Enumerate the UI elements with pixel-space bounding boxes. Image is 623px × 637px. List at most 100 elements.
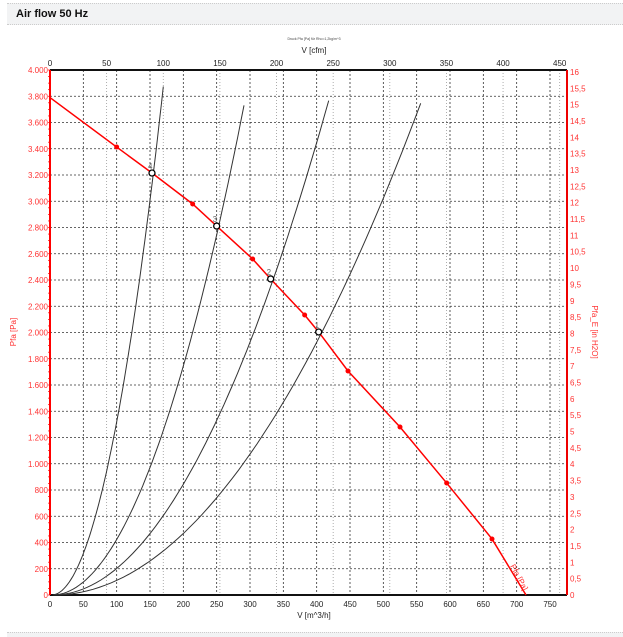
fan-curve-marker xyxy=(114,144,120,150)
x-tick-label: 650 xyxy=(477,600,491,609)
y2-tick-label: 6,5 xyxy=(570,378,582,387)
y2-tick-label: 7,5 xyxy=(570,346,582,355)
fan-curve-marker xyxy=(444,480,450,486)
x2-tick-label: 0 xyxy=(48,59,53,68)
operating-point-label: 4 xyxy=(148,162,153,171)
fan-curve-marker xyxy=(397,424,403,430)
y2-tick-label: 3 xyxy=(570,493,575,502)
operating-point-2 xyxy=(267,275,275,283)
y2-tick-label: 3,5 xyxy=(570,477,582,486)
x-tick-label: 350 xyxy=(277,600,291,609)
x2-tick-label: 150 xyxy=(213,59,227,68)
x-tick-label: 750 xyxy=(543,600,557,609)
y-tick-label: 400 xyxy=(35,539,49,548)
y2-tick-label: 15 xyxy=(570,101,579,110)
y2-tick-label: 9 xyxy=(570,297,575,306)
x2-tick-label: 300 xyxy=(383,59,397,68)
y2-tick-label: 0 xyxy=(570,591,575,600)
fan-curve xyxy=(49,96,527,596)
y-tick-label: 3.600 xyxy=(28,119,49,128)
y-axis-label: Pfa [Pa] xyxy=(9,318,18,346)
y-tick-label: 3.000 xyxy=(28,197,49,206)
x-axis-label: V [m^3/h] xyxy=(297,611,331,620)
section-header: Air flow 50 Hz xyxy=(7,3,623,25)
fan-curve-marker xyxy=(190,201,196,207)
y-tick-label: 1.400 xyxy=(28,407,49,416)
y-tick-label: 800 xyxy=(35,486,49,495)
fan-curve-marker xyxy=(489,536,495,542)
y-tick-label: 600 xyxy=(35,512,49,521)
y2-tick-label: 11,5 xyxy=(570,215,586,224)
x-tick-label: 450 xyxy=(343,600,357,609)
y-tick-label: 1.800 xyxy=(28,355,49,364)
y-tick-label: 2.200 xyxy=(28,302,49,311)
operating-point-label: 3 xyxy=(213,215,218,224)
y2-tick-label: 1 xyxy=(570,558,575,567)
y2-tick-label: 4 xyxy=(570,460,575,469)
section-title: Air flow 50 Hz xyxy=(16,8,89,20)
y2-tick-label: 8 xyxy=(570,329,575,338)
y2-tick-label: 1,5 xyxy=(570,542,582,551)
x-tick-label: 400 xyxy=(310,600,324,609)
fan-curve-marker xyxy=(302,312,308,318)
x-tick-label: 0 xyxy=(48,600,53,609)
y2-tick-label: 11 xyxy=(570,231,579,240)
y2-tick-label: 5 xyxy=(570,428,575,437)
y2-tick-label: 2 xyxy=(570,526,575,535)
x2-tick-label: 250 xyxy=(326,59,340,68)
y2-tick-label: 0,5 xyxy=(570,575,582,584)
operating-point-1 xyxy=(315,328,323,336)
x-tick-label: 550 xyxy=(410,600,424,609)
y-tick-label: 1.600 xyxy=(28,381,49,390)
chart-title: Druck Pfa [Pa] für Rho=1,2kg/m^3 xyxy=(287,37,340,41)
y2-tick-label: 16 xyxy=(570,68,579,77)
system-curve-4 xyxy=(52,86,164,596)
x-tick-label: 500 xyxy=(377,600,391,609)
y-tick-label: 2.400 xyxy=(28,276,49,285)
x2-tick-label: 100 xyxy=(157,59,171,68)
operating-point-4 xyxy=(148,169,156,177)
footer-bar xyxy=(7,632,623,637)
x-tick-label: 700 xyxy=(510,600,524,609)
y-tick-label: 1.200 xyxy=(28,434,49,443)
y2-tick-label: 12,5 xyxy=(570,182,586,191)
operating-point-3 xyxy=(213,222,221,230)
y-tick-label: 1.000 xyxy=(28,460,49,469)
y2-tick-label: 12 xyxy=(570,199,579,208)
x-tick-label: 100 xyxy=(110,600,124,609)
fan-curve-label: Pfa [Pa] xyxy=(508,563,529,592)
operating-point-label: 2 xyxy=(267,268,272,277)
y2-tick-label: 4,5 xyxy=(570,444,582,453)
fan-curve-marker xyxy=(250,256,256,262)
y2-tick-label: 9,5 xyxy=(570,280,582,289)
y2-tick-label: 2,5 xyxy=(570,509,582,518)
y2-tick-label: 13,5 xyxy=(570,150,586,159)
x2-tick-label: 400 xyxy=(496,59,510,68)
x-tick-label: 250 xyxy=(210,600,224,609)
x2-tick-label: 200 xyxy=(270,59,284,68)
x2-axis-label: V [cfm] xyxy=(302,46,327,55)
system-curve-2 xyxy=(55,100,330,596)
y2-tick-label: 14,5 xyxy=(570,117,586,126)
y2-tick-label: 5,5 xyxy=(570,411,582,420)
y-tick-label: 3.800 xyxy=(28,92,49,101)
y2-tick-label: 6 xyxy=(570,395,575,404)
system-curve-3 xyxy=(53,105,245,596)
y-tick-label: 2.000 xyxy=(28,329,49,338)
x2-tick-label: 450 xyxy=(553,59,567,68)
y2-tick-label: 14 xyxy=(570,133,579,142)
fan-curve-marker xyxy=(345,368,351,374)
system-curve-1 xyxy=(56,103,422,596)
y-tick-label: 2.800 xyxy=(28,224,49,233)
x-tick-label: 150 xyxy=(143,600,157,609)
y2-tick-label: 15,5 xyxy=(570,84,586,93)
y2-tick-label: 8,5 xyxy=(570,313,582,322)
y2-axis-label: Pfa_E [in H2O] xyxy=(590,305,599,358)
y-tick-label: 3.400 xyxy=(28,145,49,154)
x-tick-label: 50 xyxy=(79,600,88,609)
y2-tick-label: 10,5 xyxy=(570,248,586,257)
y2-tick-label: 10 xyxy=(570,264,579,273)
y-tick-label: 3.200 xyxy=(28,171,49,180)
y2-tick-label: 13 xyxy=(570,166,579,175)
